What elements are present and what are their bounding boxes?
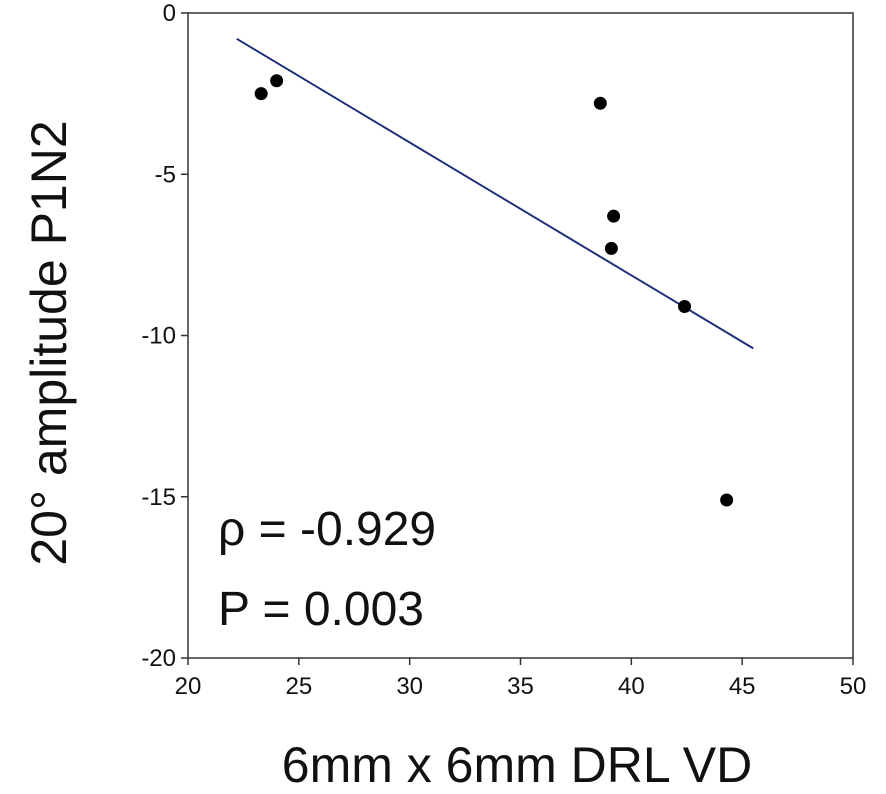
p-value-annotation: P = 0.003 [218, 583, 424, 636]
plot-border [187, 12, 854, 659]
correlation-annotation: ρ = -0.929 [218, 503, 436, 556]
x-tick-label: 20 [175, 673, 202, 700]
data-point [593, 96, 607, 110]
data-point [607, 209, 621, 223]
x-tick-label: 50 [840, 673, 867, 700]
data-point [678, 299, 692, 313]
x-axis-ticks: 20 25 30 35 40 45 50 [175, 658, 867, 700]
data-point [270, 74, 284, 88]
x-tick-label: 30 [396, 673, 423, 700]
y-tick-label: -10 [141, 323, 176, 350]
y-tick-label: -20 [141, 645, 176, 672]
regression-line [236, 37, 754, 350]
data-point [254, 87, 268, 101]
y-tick-label: -5 [155, 161, 176, 188]
x-tick-label: 45 [729, 673, 756, 700]
y-axis-title: 20° amplitude P1N2 [21, 120, 77, 565]
y-tick-label: 0 [163, 0, 176, 27]
data-points [254, 74, 734, 507]
x-tick-label: 35 [507, 673, 534, 700]
x-tick-label: 25 [285, 673, 312, 700]
x-axis-title: 6mm x 6mm DRL VD [282, 737, 752, 793]
plot-area [187, 12, 854, 659]
data-point [720, 493, 734, 507]
data-point [604, 241, 618, 255]
y-axis-ticks: 0 -5 -10 -15 -20 [141, 0, 188, 672]
regression-line-group [236, 37, 754, 350]
y-tick-label: -15 [141, 484, 176, 511]
x-tick-label: 40 [618, 673, 645, 700]
